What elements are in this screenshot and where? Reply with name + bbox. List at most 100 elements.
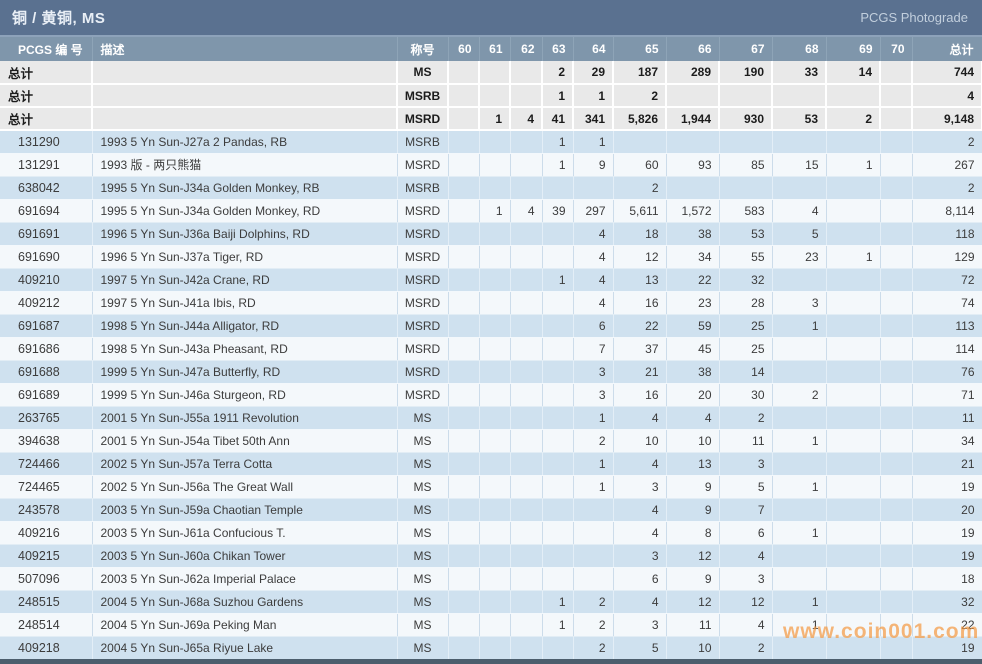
grade-cell-63: 1	[542, 84, 574, 108]
grade-cell-61: 1	[479, 199, 511, 223]
total-cell: 19	[912, 475, 982, 499]
pcgs-number-link[interactable]: 691691	[0, 222, 93, 246]
grade-cell-64: 9	[573, 153, 614, 177]
grade-cell-67: 85	[719, 153, 773, 177]
grade-cell-67: 32	[719, 268, 773, 292]
pcgs-number-link[interactable]: 691688	[0, 360, 93, 384]
grade-cell-69	[826, 360, 881, 384]
pcgs-number-link[interactable]: 409215	[0, 544, 93, 568]
description-cell: 2002 5 Yn Sun-J57a Terra Cotta	[92, 452, 398, 476]
grade-cell-64: 1	[573, 84, 614, 108]
pcgs-number-link[interactable]: 131291	[0, 153, 93, 177]
grade-cell-63: 2	[542, 61, 574, 85]
pcgs-number-link[interactable]: 638042	[0, 176, 93, 200]
grade-cell-66: 34	[666, 245, 720, 269]
grade-cell-62	[510, 291, 543, 315]
description-cell: 1996 5 Yn Sun-J36a Baiji Dolphins, RD	[92, 222, 398, 246]
pcgs-number-link[interactable]: 507096	[0, 567, 93, 591]
description-cell: 1998 5 Yn Sun-J44a Alligator, RD	[92, 314, 398, 338]
grade-cell-65: 21	[613, 360, 667, 384]
grade-cell-65: 18	[613, 222, 667, 246]
pcgs-photograde-link[interactable]: PCGS Photograde	[860, 10, 968, 25]
description-cell: 1995 5 Yn Sun-J34a Golden Monkey, RD	[92, 199, 398, 223]
table-row: 409218 2004 5 Yn Sun-J65a Riyue Lake MS 2 5 1…	[0, 636, 982, 660]
total-cell: 11	[912, 406, 982, 430]
grade-cell-67: 25	[719, 337, 773, 361]
pcgs-number-link[interactable]: 724466	[0, 452, 93, 476]
grade-cell-60	[448, 337, 480, 361]
grade-cell-70	[880, 521, 913, 545]
description-cell	[92, 107, 398, 131]
grade-cell-66: 9	[666, 475, 720, 499]
pcgs-number-link[interactable]: 131290	[0, 130, 93, 154]
grade-cell-61	[479, 636, 511, 660]
pcgs-number-link[interactable]: 409216	[0, 521, 93, 545]
total-cell: 22	[912, 613, 982, 637]
designation-cell: MS	[397, 429, 449, 453]
total-cell: 21	[912, 452, 982, 476]
grade-cell-62	[510, 176, 543, 200]
grade-cell-63: 41	[542, 107, 574, 131]
grade-cell-60	[448, 429, 480, 453]
pcgs-number-link[interactable]: 263765	[0, 406, 93, 430]
pcgs-number-link[interactable]: 409210	[0, 268, 93, 292]
column-header-total: 总计	[912, 37, 982, 61]
designation-cell: MS	[397, 475, 449, 499]
table-row: 243578 2003 5 Yn Sun-J59a Chaotian Temple…	[0, 498, 982, 522]
grade-cell-69	[826, 222, 881, 246]
grade-cell-70	[880, 222, 913, 246]
grade-cell-68	[772, 84, 827, 108]
pcgs-number-link[interactable]: 691694	[0, 199, 93, 223]
grade-cell-61	[479, 176, 511, 200]
grade-cell-65: 2	[613, 84, 667, 108]
pcgs-number-link[interactable]: 409218	[0, 636, 93, 660]
pcgs-number-link[interactable]: 691687	[0, 314, 93, 338]
grade-cell-67: 25	[719, 314, 773, 338]
grade-cell-61	[479, 130, 511, 154]
designation-cell: MSRB	[397, 130, 449, 154]
table-header-row: PCGS 编 号描述 称号 60 61 62 63 64 65 66 67 68 69 70 总计	[0, 37, 982, 61]
pcgs-number-link[interactable]: 248515	[0, 590, 93, 614]
grade-cell-62	[510, 429, 543, 453]
pcgs-number-link[interactable]: 691690	[0, 245, 93, 269]
designation-cell: MSRD	[397, 199, 449, 223]
column-header-grade-61: 61	[479, 37, 511, 61]
grade-cell-62	[510, 222, 543, 246]
grade-cell-62	[510, 636, 543, 660]
grade-cell-66: 10	[666, 429, 720, 453]
summary-row: 总计 MSRD 1 4 41 341 5,826 1,944 930 53 2 9,148	[0, 107, 982, 131]
pcgs-number-link[interactable]: 724465	[0, 475, 93, 499]
grade-cell-67: 5	[719, 475, 773, 499]
designation-cell: MSRD	[397, 222, 449, 246]
grade-cell-65: 4	[613, 498, 667, 522]
grade-cell-66: 45	[666, 337, 720, 361]
grade-cell-61	[479, 406, 511, 430]
description-cell: 1998 5 Yn Sun-J43a Pheasant, RD	[92, 337, 398, 361]
total-cell: 74	[912, 291, 982, 315]
grade-cell-67: 3	[719, 567, 773, 591]
description-cell: 2003 5 Yn Sun-J59a Chaotian Temple	[92, 498, 398, 522]
pcgs-number-link[interactable]: 409212	[0, 291, 93, 315]
total-cell: 8,114	[912, 199, 982, 223]
pcgs-number-link[interactable]: 394638	[0, 429, 93, 453]
grade-cell-60	[448, 222, 480, 246]
pcgs-number-link[interactable]: 691686	[0, 337, 93, 361]
grade-cell-61	[479, 337, 511, 361]
population-table: PCGS 编 号描述 称号 60 61 62 63 64 65 66 67 68 69 70 总计 总计 M…	[0, 37, 982, 660]
pcgs-number-link[interactable]: 691689	[0, 383, 93, 407]
summary-label: 总计	[0, 84, 93, 108]
grade-cell-62	[510, 84, 543, 108]
grade-cell-68: 1	[772, 475, 827, 499]
pcgs-number-link[interactable]: 243578	[0, 498, 93, 522]
grade-cell-62	[510, 567, 543, 591]
grade-cell-64: 1	[573, 130, 614, 154]
designation-cell: MS	[397, 406, 449, 430]
designation-cell: MSRD	[397, 245, 449, 269]
designation-cell: MSRD	[397, 291, 449, 315]
total-cell: 19	[912, 636, 982, 660]
grade-cell-69	[826, 636, 881, 660]
designation-cell: MS	[397, 521, 449, 545]
grade-cell-61	[479, 383, 511, 407]
table-row: 691690 1996 5 Yn Sun-J37a Tiger, RD MSRD 4 1…	[0, 245, 982, 269]
pcgs-number-link[interactable]: 248514	[0, 613, 93, 637]
